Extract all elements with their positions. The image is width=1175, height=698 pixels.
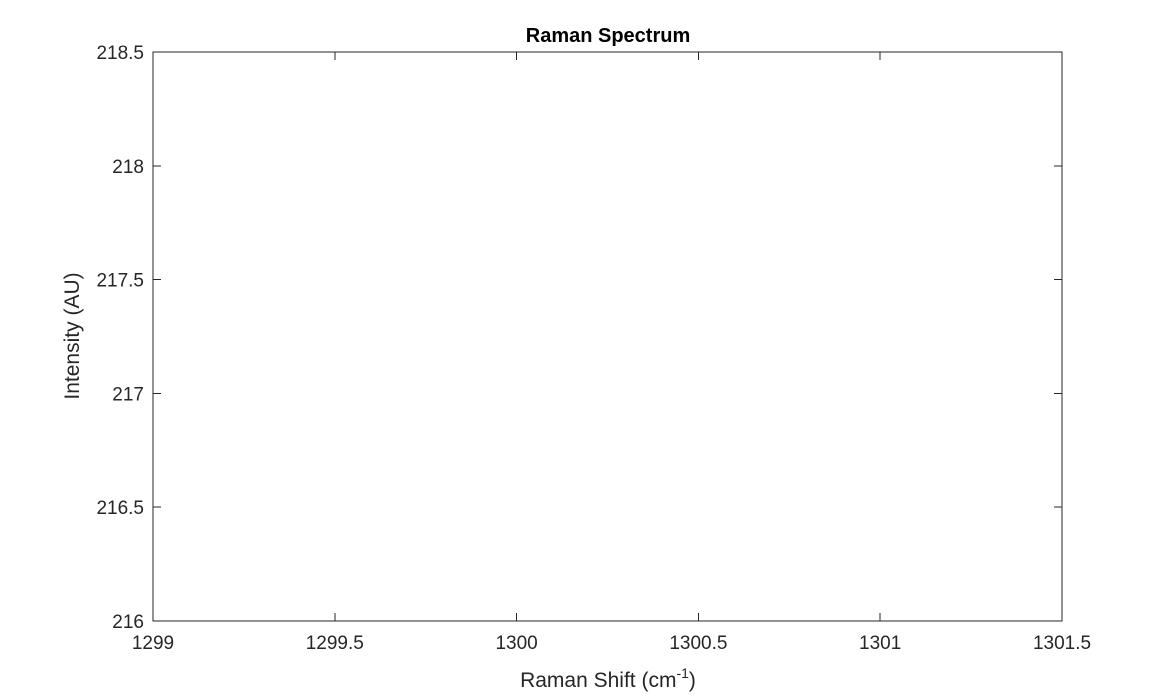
chart-title: Raman Spectrum xyxy=(526,25,691,47)
y-axis-ticks: 216 216.5 217 217.5 218 218.5 xyxy=(96,43,1062,633)
y-tick-label: 216 xyxy=(112,612,144,633)
x-tick-label: 1301 xyxy=(859,633,901,654)
x-tick-label: 1299 xyxy=(132,633,174,654)
axes-box xyxy=(152,51,1063,622)
y-tick-label: 217 xyxy=(112,384,144,405)
x-tick-label: 1300.5 xyxy=(669,633,727,654)
plot-area xyxy=(152,51,1063,622)
y-axis-label: Intensity (AU) xyxy=(61,272,84,399)
x-tick-label: 1300 xyxy=(495,633,537,654)
x-axis-label-superscript: -1 xyxy=(676,665,689,681)
y-tick-label: 218 xyxy=(112,157,144,178)
y-tick-label: 217.5 xyxy=(96,271,144,292)
y-tick-label: 218.5 xyxy=(96,43,144,64)
x-axis-label: Raman Shift (cm-1) xyxy=(520,665,696,692)
y-tick-label: 216.5 xyxy=(96,498,144,519)
x-tick-label: 1301.5 xyxy=(1033,633,1091,654)
x-axis-label-close: ) xyxy=(689,669,696,692)
x-axis-ticks: 1299 1299.5 1300 1300.5 1301 1301.5 xyxy=(132,52,1091,654)
x-tick-label: 1299.5 xyxy=(306,633,364,654)
x-axis-label-main: Raman Shift (cm xyxy=(520,669,676,692)
